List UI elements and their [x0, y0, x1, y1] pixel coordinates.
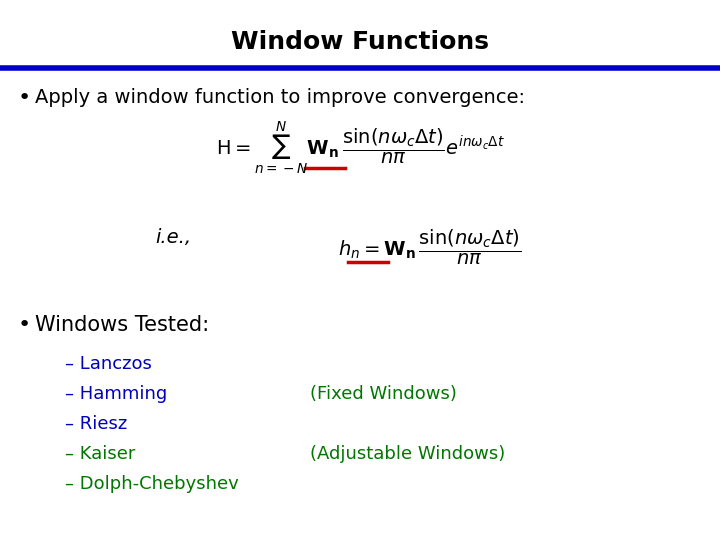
Text: (Adjustable Windows): (Adjustable Windows) — [310, 445, 505, 463]
Text: $\mathrm{H} = \sum_{n=-N}^{N} \mathbf{W_n} \,\dfrac{\sin(n\omega_c \Delta t)}{n\: $\mathrm{H} = \sum_{n=-N}^{N} \mathbf{W_… — [215, 120, 505, 176]
Text: •: • — [18, 88, 31, 108]
Text: (Fixed Windows): (Fixed Windows) — [310, 385, 457, 403]
Text: •: • — [18, 315, 31, 335]
Text: – Hamming: – Hamming — [65, 385, 167, 403]
Text: Apply a window function to improve convergence:: Apply a window function to improve conve… — [35, 88, 525, 107]
Text: – Lanczos: – Lanczos — [65, 355, 152, 373]
Text: i.e.,: i.e., — [155, 228, 191, 247]
Text: – Dolph-Chebyshev: – Dolph-Chebyshev — [65, 475, 239, 493]
Text: Window Functions: Window Functions — [231, 30, 489, 54]
Text: Windows Tested:: Windows Tested: — [35, 315, 209, 335]
Text: – Kaiser: – Kaiser — [65, 445, 135, 463]
Text: – Riesz: – Riesz — [65, 415, 127, 433]
Text: $h_n = \mathbf{W_n} \,\dfrac{\sin(n\omega_c \Delta t)}{n\pi}$: $h_n = \mathbf{W_n} \,\dfrac{\sin(n\omeg… — [338, 228, 522, 267]
